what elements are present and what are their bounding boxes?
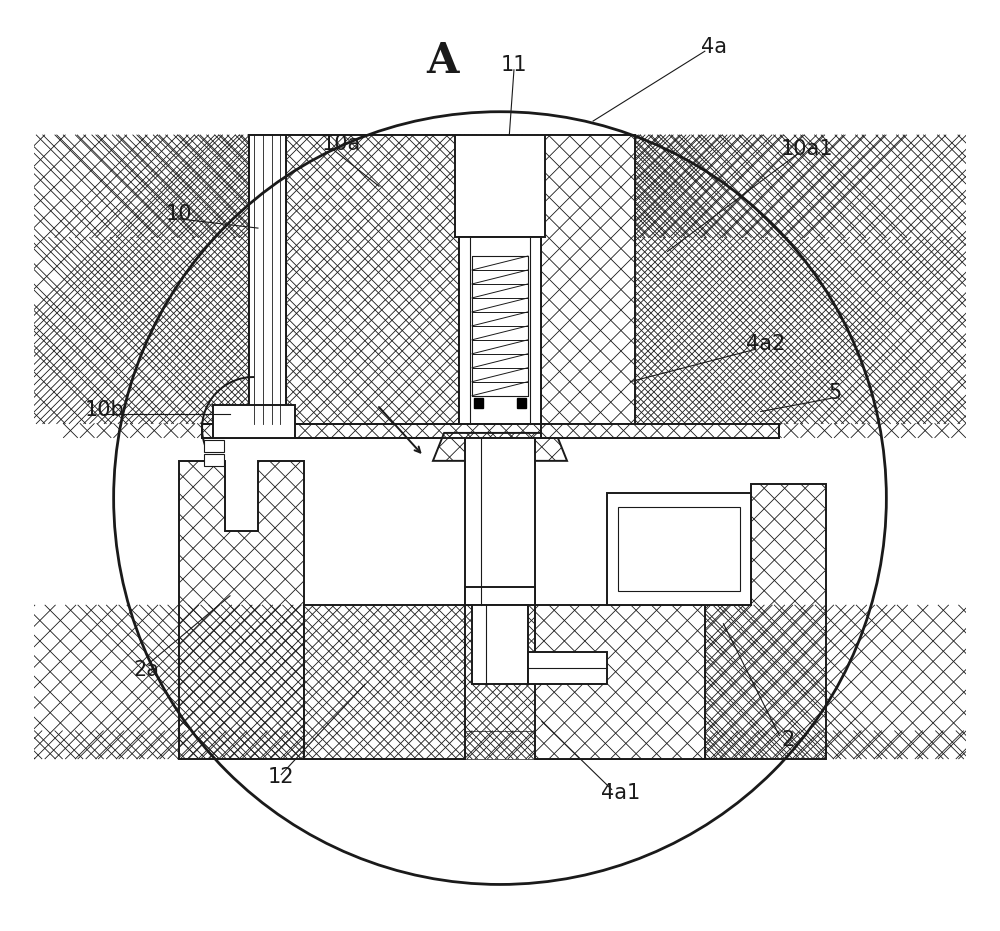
Bar: [459, 237, 541, 424]
Bar: [304, 605, 465, 759]
Bar: [528, 652, 607, 684]
Bar: [202, 424, 779, 438]
Bar: [455, 135, 545, 237]
Text: 5: 5: [829, 383, 842, 403]
Bar: [472, 605, 528, 684]
Bar: [249, 237, 365, 424]
Text: 10a1: 10a1: [781, 139, 833, 159]
Bar: [465, 587, 535, 605]
Text: 12: 12: [268, 767, 294, 788]
Polygon shape: [179, 461, 304, 759]
Polygon shape: [433, 433, 567, 461]
Bar: [541, 424, 779, 438]
Bar: [535, 605, 705, 759]
Bar: [249, 135, 365, 237]
Bar: [517, 398, 526, 408]
Bar: [472, 256, 528, 396]
Text: 2: 2: [782, 730, 795, 750]
Bar: [607, 493, 751, 605]
Bar: [249, 135, 286, 424]
Bar: [541, 135, 635, 424]
Bar: [545, 135, 635, 237]
Bar: [465, 438, 535, 605]
Text: 4a1: 4a1: [601, 783, 641, 803]
Bar: [286, 135, 459, 424]
Text: 2a: 2a: [133, 660, 159, 681]
Circle shape: [114, 112, 886, 884]
Bar: [204, 440, 224, 452]
Text: A: A: [426, 39, 458, 82]
Text: 10a: 10a: [322, 134, 361, 155]
Bar: [204, 454, 224, 466]
Text: 4a2: 4a2: [746, 334, 785, 355]
Bar: [365, 135, 455, 237]
Text: 10b: 10b: [84, 399, 124, 420]
Text: 11: 11: [501, 55, 527, 75]
Bar: [304, 731, 705, 759]
Text: 10: 10: [166, 204, 192, 224]
Bar: [618, 507, 740, 591]
Polygon shape: [705, 484, 826, 759]
Bar: [213, 405, 295, 438]
Text: 4a: 4a: [701, 36, 727, 57]
Bar: [474, 398, 483, 408]
